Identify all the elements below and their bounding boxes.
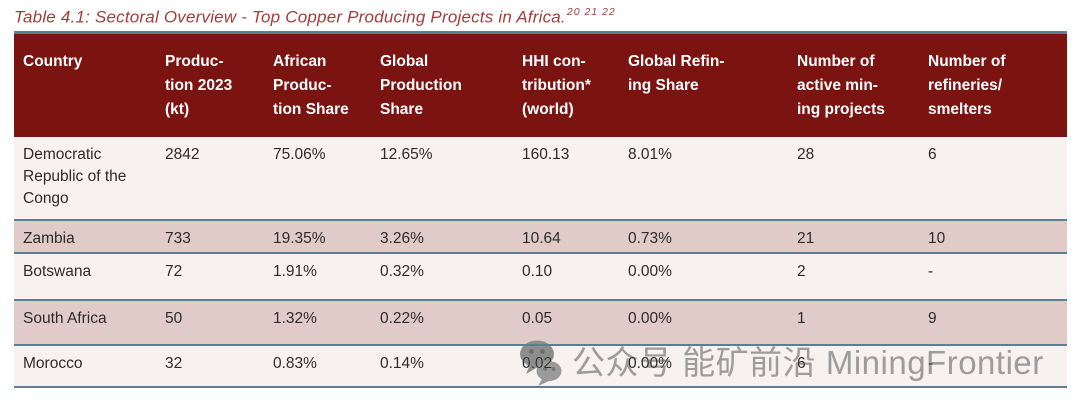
header-active-mining-projects: Number of active min- ing projects <box>788 31 919 137</box>
data-table: Country Produc- tion 2023 (kt) African P… <box>14 31 1067 388</box>
header-hhi-contribution-world: HHI con- tribution* (world) <box>513 31 619 137</box>
cell-hhi: 10.64 <box>513 218 619 253</box>
cell-active-projects: 1 <box>788 298 919 345</box>
cell-global-share: 0.22% <box>371 298 513 345</box>
cell-production: 50 <box>156 298 264 345</box>
cell-african-share: 0.83% <box>264 343 371 388</box>
cell-hhi: 160.13 <box>513 136 619 220</box>
cell-production: 32 <box>156 343 264 388</box>
header-refineries-smelters: Number of refineries/ smelters <box>919 31 1067 137</box>
cell-refining-share: 0.00% <box>619 343 788 388</box>
cell-refining-share: 8.01% <box>619 136 788 220</box>
cell-country: Democratic Republic of the Congo <box>14 136 156 220</box>
cell-production: 2842 <box>156 136 264 220</box>
cell-production: 733 <box>156 218 264 253</box>
table-caption: Table 4.1: Sectoral Overview - Top Coppe… <box>14 7 566 27</box>
cell-refining-share: 0.73% <box>619 218 788 253</box>
cell-refineries: 9 <box>919 298 1067 345</box>
table-row-botswana: Botswana 72 1.91% 0.32% 0.10 0.00% 2 - <box>14 251 1067 300</box>
cell-active-projects: 28 <box>788 136 919 220</box>
cell-african-share: 1.32% <box>264 298 371 345</box>
table-row-south-africa: South Africa 50 1.32% 0.22% 0.05 0.00% 1… <box>14 298 1067 345</box>
cell-refineries: 10 <box>919 218 1067 253</box>
cell-refining-share: 0.00% <box>619 251 788 300</box>
page-title: Table 4.1: Sectoral Overview - Top Coppe… <box>14 6 616 28</box>
cell-hhi: 0.10 <box>513 251 619 300</box>
cell-country: Botswana <box>14 251 156 300</box>
table-row-zambia: Zambia 733 19.35% 3.26% 10.64 0.73% 21 1… <box>14 218 1067 253</box>
header-global-refining-share: Global Refin- ing Share <box>619 31 788 137</box>
cell-global-share: 3.26% <box>371 218 513 253</box>
cell-refineries: - <box>919 251 1067 300</box>
cell-african-share: 1.91% <box>264 251 371 300</box>
table-row-drc: Democratic Republic of the Congo 2842 75… <box>14 136 1067 220</box>
cell-production: 72 <box>156 251 264 300</box>
cell-country: South Africa <box>14 298 156 345</box>
cell-african-share: 19.35% <box>264 218 371 253</box>
cell-hhi: 0.05 <box>513 298 619 345</box>
sectoral-overview-table: Country Produc- tion 2023 (kt) African P… <box>14 31 1067 388</box>
cell-hhi: 0.02 <box>513 343 619 388</box>
cell-refineries: - <box>919 343 1067 388</box>
cell-active-projects: 2 <box>788 251 919 300</box>
cell-active-projects: 21 <box>788 218 919 253</box>
cell-country: Zambia <box>14 218 156 253</box>
header-production-2023-kt: Produc- tion 2023 (kt) <box>156 31 264 137</box>
cell-global-share: 0.14% <box>371 343 513 388</box>
header-african-production-share: African Produc- tion Share <box>264 31 371 137</box>
header-global-production-share: Global Production Share <box>371 31 513 137</box>
cell-global-share: 12.65% <box>371 136 513 220</box>
table-header-row: Country Produc- tion 2023 (kt) African P… <box>14 31 1067 137</box>
cell-country: Morocco <box>14 343 156 388</box>
cell-refineries: 6 <box>919 136 1067 220</box>
cell-active-projects: 6 <box>788 343 919 388</box>
cell-refining-share: 0.00% <box>619 298 788 345</box>
cell-global-share: 0.32% <box>371 251 513 300</box>
cell-african-share: 75.06% <box>264 136 371 220</box>
table-row-morocco: Morocco 32 0.83% 0.14% 0.02 0.00% 6 - <box>14 343 1067 388</box>
header-country: Country <box>14 31 156 137</box>
footnote-references: 20 21 22 <box>566 6 616 18</box>
